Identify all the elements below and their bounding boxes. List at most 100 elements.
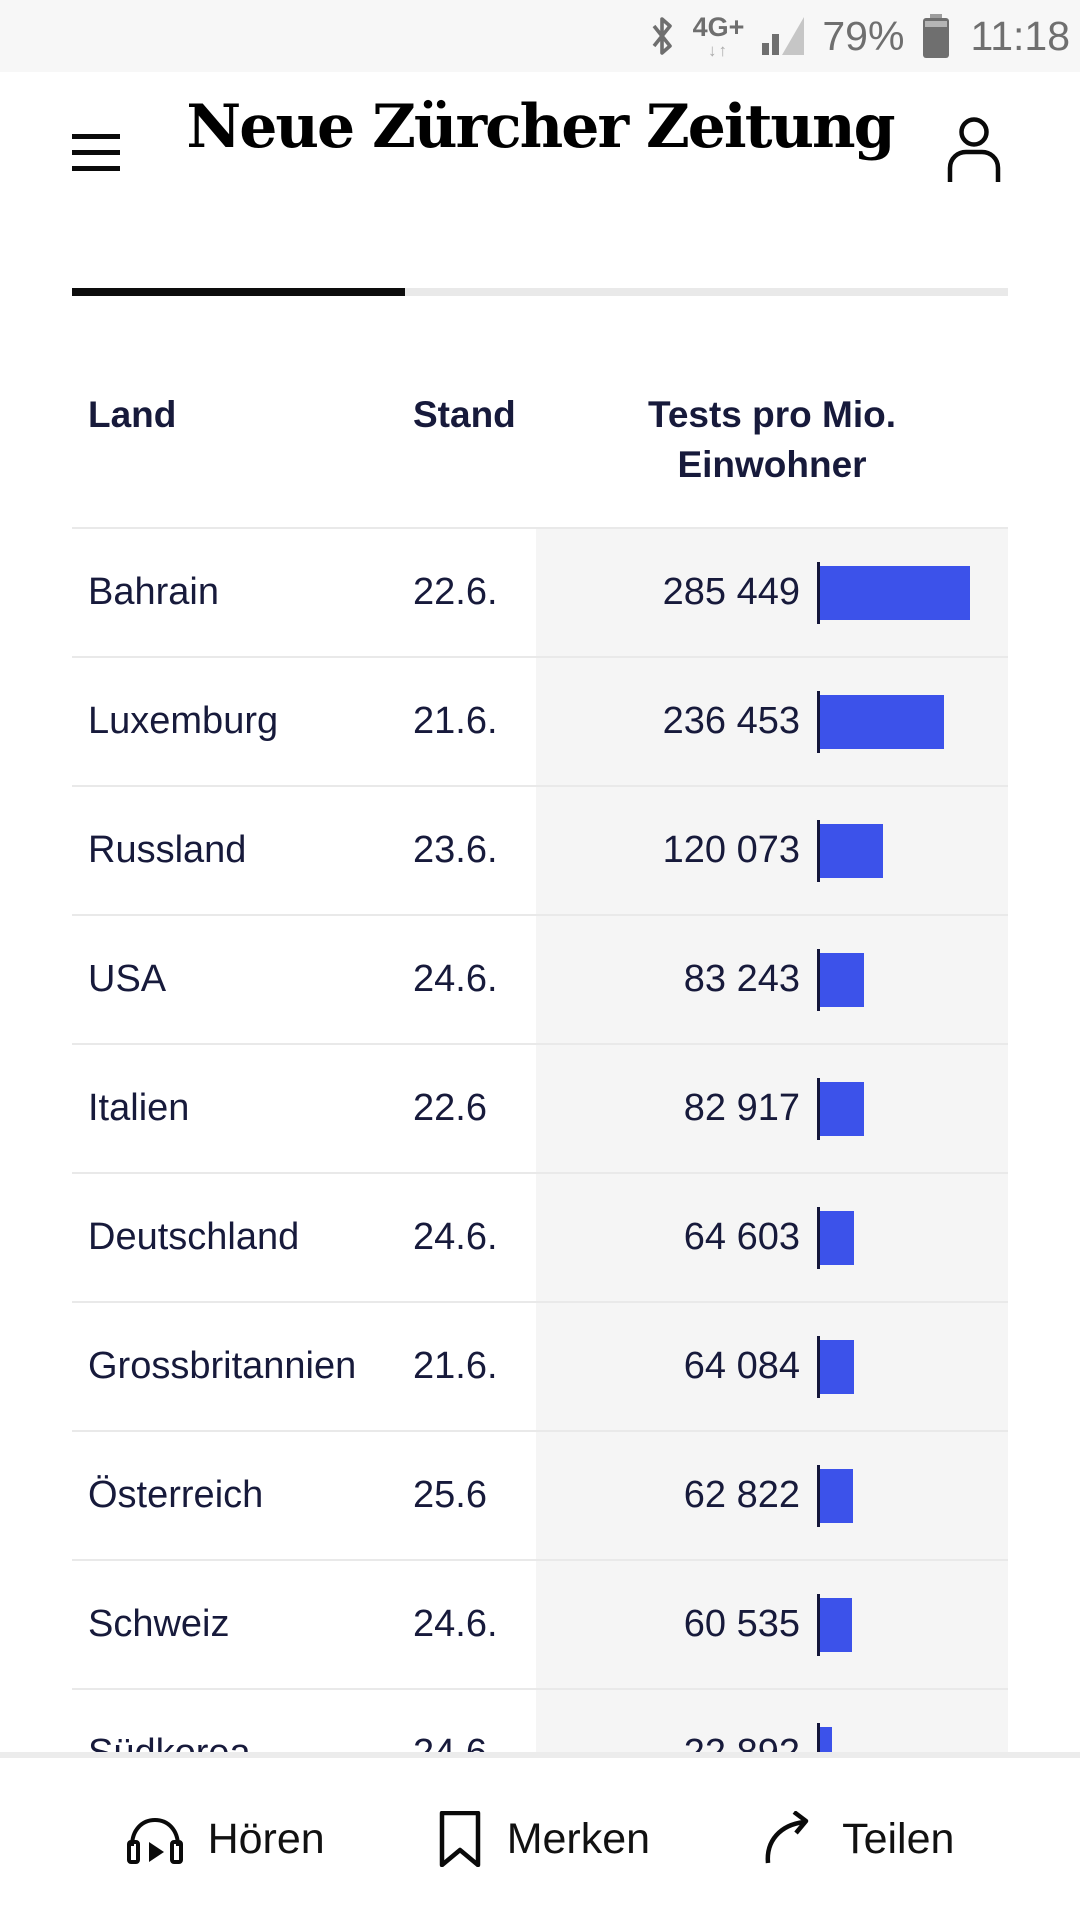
date-cell: 23.6.	[413, 829, 498, 871]
network-activity-arrows: ↓↑	[707, 40, 729, 60]
menu-bar	[72, 166, 120, 171]
tests-bar	[820, 1210, 854, 1265]
bar-axis-line	[817, 690, 820, 753]
bar-axis-line	[817, 1722, 820, 1752]
bar-axis-line	[817, 948, 820, 1011]
bar-axis-line	[817, 561, 820, 624]
date-cell: 24.6.	[413, 1216, 498, 1258]
date-cell: 25.6	[413, 1474, 487, 1516]
column-header-tests: Tests pro Mio. Einwohner	[536, 390, 1008, 527]
tests-value: 62 822	[683, 1474, 800, 1516]
status-bar: 4G+ ↓↑ 79% 11:18	[0, 0, 1080, 72]
tests-value: 64 084	[683, 1345, 800, 1387]
date-cell: 24.6	[413, 1690, 536, 1752]
table-row: Italien 22.6 82 917	[72, 1043, 1008, 1172]
bluetooth-icon	[652, 17, 672, 55]
network-type-indicator: 4G+ ↓↑	[693, 13, 745, 60]
listen-label: Hören	[207, 1814, 325, 1863]
tests-value: 236 453	[662, 700, 800, 742]
table-row: Bahrain 22.6. 285 449	[72, 527, 1008, 656]
country-cell: Deutschland	[88, 1216, 300, 1258]
tests-value: 60 535	[683, 1603, 800, 1645]
headphones-play-icon	[126, 1817, 183, 1864]
date-cell: 21.6.	[413, 1345, 498, 1387]
signal-strength-icon	[762, 17, 805, 55]
table-row: Luxemburg 21.6. 236 453	[72, 656, 1008, 785]
menu-button[interactable]	[72, 134, 120, 174]
tests-bar	[820, 1081, 864, 1136]
country-cell: Bahrain	[88, 571, 219, 613]
tests-cell: 60 535	[536, 1561, 1008, 1688]
tests-value: 285 449	[662, 571, 800, 613]
tests-cell: 64 603	[536, 1174, 1008, 1301]
tests-value: 83 243	[683, 958, 800, 1000]
menu-bar	[72, 134, 120, 139]
date-cell: 21.6.	[413, 700, 498, 742]
bottom-divider	[0, 1752, 1080, 1758]
tests-cell: 22 892	[536, 1690, 1008, 1752]
tests-cell: 82 917	[536, 1045, 1008, 1172]
tests-bar	[820, 1726, 832, 1752]
clock-label: 11:18	[970, 12, 1070, 59]
date-cell: 22.6.	[413, 571, 498, 613]
bar-axis-line	[817, 1335, 820, 1398]
table-row: Grossbritannien 21.6. 64 084	[72, 1301, 1008, 1430]
column-header-tests-line2: Einwohner	[677, 443, 867, 485]
table-row: USA 24.6. 83 243	[72, 914, 1008, 1043]
battery-percent-label: 79%	[822, 12, 905, 59]
tests-bar	[820, 952, 864, 1007]
country-cell: Luxemburg	[88, 700, 279, 742]
tests-cell: 62 822	[536, 1432, 1008, 1559]
column-header-tests-line1: Tests pro Mio.	[647, 394, 897, 435]
profile-button[interactable]	[942, 116, 1006, 182]
bookmark-icon	[439, 1811, 480, 1867]
masthead-logo[interactable]: Neue Zürcher Zeitung	[186, 92, 895, 162]
table-row: Schweiz 24.6. 60 535	[72, 1559, 1008, 1688]
action-bar: Hören Merken Teilen	[0, 1758, 1080, 1920]
tests-cell: 83 243	[536, 916, 1008, 1043]
country-cell: Grossbritannien	[88, 1345, 357, 1387]
tests-cell: 64 084	[536, 1303, 1008, 1430]
bar-axis-line	[817, 1206, 820, 1269]
table-row: Deutschland 24.6. 64 603	[72, 1172, 1008, 1301]
country-cell: Russland	[88, 829, 247, 871]
tests-value: 22 892	[536, 1732, 800, 1752]
column-header-land: Land	[88, 394, 177, 435]
bar-axis-line	[817, 819, 820, 882]
country-cell: Österreich	[88, 1474, 264, 1516]
share-button[interactable]: Teilen	[762, 1811, 954, 1867]
bookmark-button[interactable]: Merken	[437, 1811, 650, 1867]
tests-bar	[820, 1468, 853, 1523]
story-progress-indicator	[72, 288, 406, 296]
tests-cell: 120 073	[536, 787, 1008, 914]
story-progress-track[interactable]	[72, 288, 1008, 296]
tests-bar	[820, 823, 883, 878]
column-header-stand: Stand	[413, 394, 516, 435]
table-row: Russland 23.6. 120 073	[72, 785, 1008, 914]
tests-cell: 236 453	[536, 658, 1008, 785]
battery-icon	[923, 14, 950, 58]
share-icon	[765, 1811, 809, 1864]
date-cell: 24.6.	[413, 1603, 498, 1645]
bar-axis-line	[817, 1464, 820, 1527]
tests-bar	[820, 1597, 852, 1652]
country-cell: USA	[88, 958, 167, 1000]
tests-value: 120 073	[662, 829, 800, 871]
tests-bar	[820, 565, 970, 620]
bar-axis-line	[817, 1077, 820, 1140]
tests-value: 64 603	[683, 1216, 800, 1258]
listen-button[interactable]: Hören	[126, 1814, 325, 1864]
date-cell: 24.6.	[413, 958, 498, 1000]
table-body[interactable]: Bahrain 22.6. 285 449 Luxemburg 21.6. 23…	[72, 527, 1008, 1752]
tests-bar	[820, 1339, 854, 1394]
tests-bar	[820, 694, 944, 749]
table-header: Land Stand Tests pro Mio. Einwohner	[72, 372, 1008, 527]
app-header: Neue Zürcher Zeitung	[0, 72, 1080, 262]
table-row: Österreich 25.6 62 822	[72, 1430, 1008, 1559]
country-cell: Italien	[88, 1087, 190, 1129]
date-cell: 22.6	[413, 1087, 487, 1129]
user-icon	[947, 117, 1001, 182]
country-cell: Schweiz	[88, 1603, 230, 1645]
table-row: Südkorea 24.6 22 892	[72, 1688, 1008, 1752]
